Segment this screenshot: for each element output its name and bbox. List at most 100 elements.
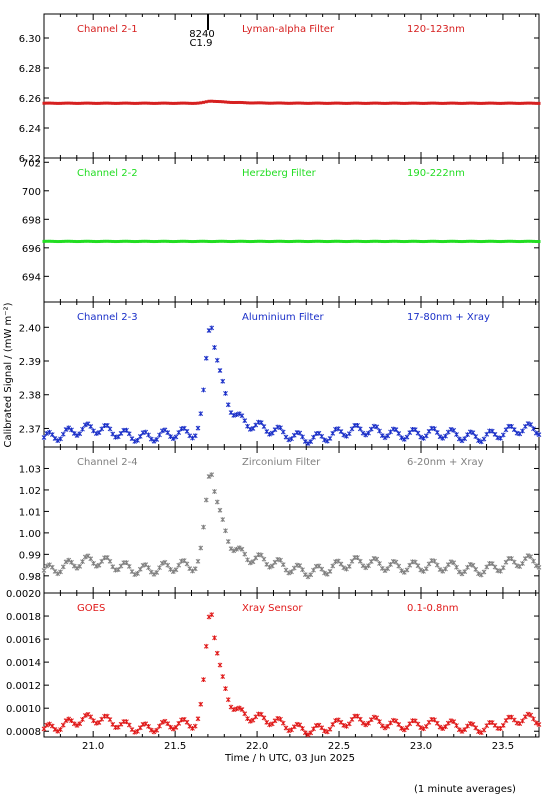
channel-label: Channel 2-3 bbox=[77, 312, 138, 323]
data-point bbox=[251, 239, 255, 243]
data-point bbox=[416, 239, 420, 243]
data-point bbox=[523, 101, 527, 105]
data-point bbox=[459, 729, 465, 734]
data-point bbox=[72, 101, 76, 105]
data-point bbox=[297, 430, 303, 436]
data-point bbox=[88, 714, 94, 720]
data-point bbox=[184, 561, 190, 567]
data-point bbox=[58, 727, 63, 732]
data-point bbox=[229, 240, 233, 244]
y-tick-label: 6.30 bbox=[19, 34, 41, 45]
data-point bbox=[170, 569, 176, 575]
data-point bbox=[349, 558, 355, 564]
data-point bbox=[223, 686, 228, 692]
data-point bbox=[41, 568, 47, 573]
data-point bbox=[182, 101, 186, 105]
data-point bbox=[521, 239, 524, 243]
data-point bbox=[416, 101, 420, 105]
data-point bbox=[215, 239, 219, 243]
data-point bbox=[185, 101, 189, 105]
data-point bbox=[201, 677, 206, 683]
data-point bbox=[176, 721, 182, 726]
data-point bbox=[408, 101, 412, 105]
data-point bbox=[529, 239, 533, 243]
y-tick-label: 0.0016 bbox=[6, 635, 41, 646]
data-point bbox=[511, 559, 517, 565]
data-point bbox=[130, 239, 134, 243]
data-point bbox=[144, 239, 148, 243]
data-point bbox=[443, 566, 448, 572]
data-point bbox=[203, 497, 209, 503]
data-point bbox=[67, 101, 71, 105]
data-point bbox=[198, 411, 204, 417]
data-point bbox=[60, 722, 66, 728]
data-point bbox=[339, 101, 343, 105]
data-point bbox=[393, 559, 399, 565]
data-point bbox=[67, 239, 71, 243]
data-point bbox=[159, 428, 165, 434]
data-point bbox=[281, 239, 285, 243]
data-point bbox=[78, 101, 82, 105]
data-point bbox=[481, 727, 487, 733]
data-point bbox=[503, 559, 509, 565]
x-tick-label: 21.0 bbox=[82, 741, 104, 752]
data-point bbox=[159, 560, 165, 566]
data-point bbox=[319, 433, 325, 439]
data-point bbox=[470, 562, 476, 568]
data-point bbox=[180, 101, 183, 105]
data-point bbox=[520, 718, 525, 724]
data-point bbox=[515, 240, 519, 244]
data-point bbox=[69, 427, 74, 433]
data-point bbox=[52, 727, 58, 732]
data-point bbox=[202, 100, 205, 104]
data-point bbox=[217, 368, 223, 373]
data-point bbox=[396, 563, 402, 569]
data-point bbox=[141, 101, 145, 105]
data-point bbox=[363, 722, 369, 728]
x-axis-title: Time / h UTC, 03 Jun 2025 bbox=[224, 753, 355, 764]
data-point bbox=[103, 239, 106, 243]
data-point bbox=[270, 101, 274, 105]
data-point bbox=[479, 101, 483, 105]
data-point bbox=[257, 239, 260, 243]
data-point bbox=[269, 563, 275, 569]
data-point bbox=[152, 240, 156, 244]
data-point bbox=[137, 566, 143, 572]
data-point bbox=[462, 569, 468, 575]
data-point bbox=[89, 239, 93, 243]
data-point bbox=[163, 101, 167, 105]
data-point bbox=[41, 726, 47, 732]
data-point bbox=[377, 561, 382, 566]
data-point bbox=[449, 101, 453, 105]
data-point bbox=[286, 437, 292, 443]
data-point bbox=[443, 433, 448, 439]
data-point bbox=[473, 434, 479, 439]
data-point bbox=[382, 435, 388, 441]
data-point bbox=[408, 239, 412, 243]
data-point bbox=[149, 101, 153, 105]
data-point bbox=[86, 101, 90, 105]
data-point bbox=[432, 426, 437, 432]
data-point bbox=[434, 562, 440, 568]
data-point bbox=[258, 420, 264, 425]
data-point bbox=[196, 101, 200, 105]
data-point bbox=[534, 101, 538, 105]
data-point bbox=[345, 240, 348, 244]
data-point bbox=[463, 239, 467, 243]
data-point bbox=[224, 239, 227, 243]
data-point bbox=[155, 240, 159, 244]
data-point bbox=[107, 426, 113, 432]
data-point bbox=[356, 239, 359, 243]
data-point bbox=[419, 240, 423, 244]
data-point bbox=[136, 101, 139, 105]
data-point bbox=[214, 357, 220, 363]
data-point bbox=[136, 240, 139, 244]
data-point bbox=[363, 432, 369, 438]
panels: 6.22 6.24 6.26 6.28 6.30 Channel 2-1 Lyman-alp… bbox=[6, 13, 542, 752]
y-tick-label: 2.39 bbox=[19, 357, 41, 368]
data-point bbox=[412, 559, 418, 565]
data-point bbox=[460, 101, 464, 105]
data-point bbox=[239, 546, 245, 552]
data-point bbox=[521, 101, 524, 105]
